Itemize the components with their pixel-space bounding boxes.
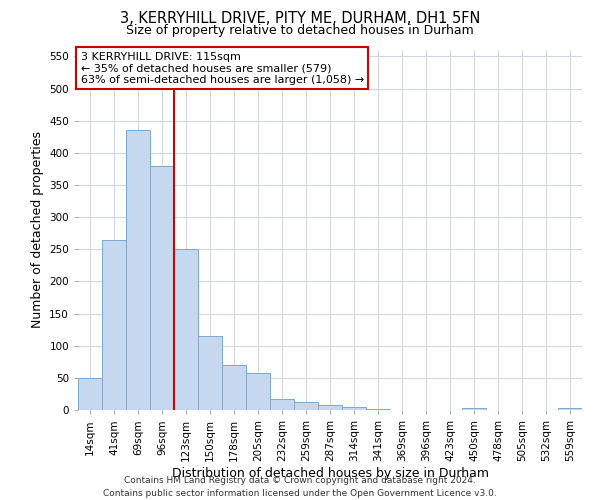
Bar [558,408,582,410]
X-axis label: Distribution of detached houses by size in Durham: Distribution of detached houses by size … [172,466,488,479]
Bar [198,336,222,410]
Bar [174,250,198,410]
Bar [222,365,246,410]
Bar [126,130,150,410]
Text: 3, KERRYHILL DRIVE, PITY ME, DURHAM, DH1 5FN: 3, KERRYHILL DRIVE, PITY ME, DURHAM, DH1… [120,11,480,26]
Bar [270,399,294,410]
Text: Size of property relative to detached houses in Durham: Size of property relative to detached ho… [126,24,474,37]
Bar [318,405,342,410]
Bar [462,408,486,410]
Text: 3 KERRYHILL DRIVE: 115sqm
← 35% of detached houses are smaller (579)
63% of semi: 3 KERRYHILL DRIVE: 115sqm ← 35% of detac… [80,52,364,85]
Bar [150,166,174,410]
Bar [366,408,390,410]
Text: Contains HM Land Registry data © Crown copyright and database right 2024.
Contai: Contains HM Land Registry data © Crown c… [103,476,497,498]
Y-axis label: Number of detached properties: Number of detached properties [31,132,44,328]
Bar [342,407,366,410]
Bar [294,402,318,410]
Bar [78,378,102,410]
Bar [246,372,270,410]
Bar [102,240,126,410]
